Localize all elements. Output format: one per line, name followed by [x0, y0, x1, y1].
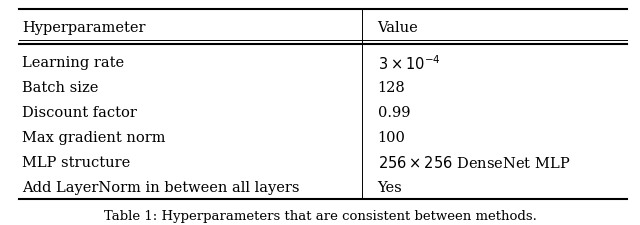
- Text: MLP structure: MLP structure: [22, 155, 131, 169]
- Text: Value: Value: [378, 21, 419, 34]
- Text: 100: 100: [378, 130, 406, 144]
- Text: Batch size: Batch size: [22, 81, 99, 95]
- Text: $3\times10^{-4}$: $3\times10^{-4}$: [378, 54, 440, 72]
- Text: Table 1: Hyperparameters that are consistent between methods.: Table 1: Hyperparameters that are consis…: [104, 209, 536, 222]
- Text: Discount factor: Discount factor: [22, 106, 137, 119]
- Text: $256\times256$ DenseNet MLP: $256\times256$ DenseNet MLP: [378, 154, 570, 170]
- Text: Add LayerNorm in between all layers: Add LayerNorm in between all layers: [22, 180, 300, 194]
- Text: 0.99: 0.99: [378, 106, 410, 119]
- Text: Yes: Yes: [378, 180, 403, 194]
- Text: 128: 128: [378, 81, 405, 95]
- Text: Hyperparameter: Hyperparameter: [22, 21, 146, 34]
- Text: Learning rate: Learning rate: [22, 56, 125, 70]
- Text: Max gradient norm: Max gradient norm: [22, 130, 166, 144]
